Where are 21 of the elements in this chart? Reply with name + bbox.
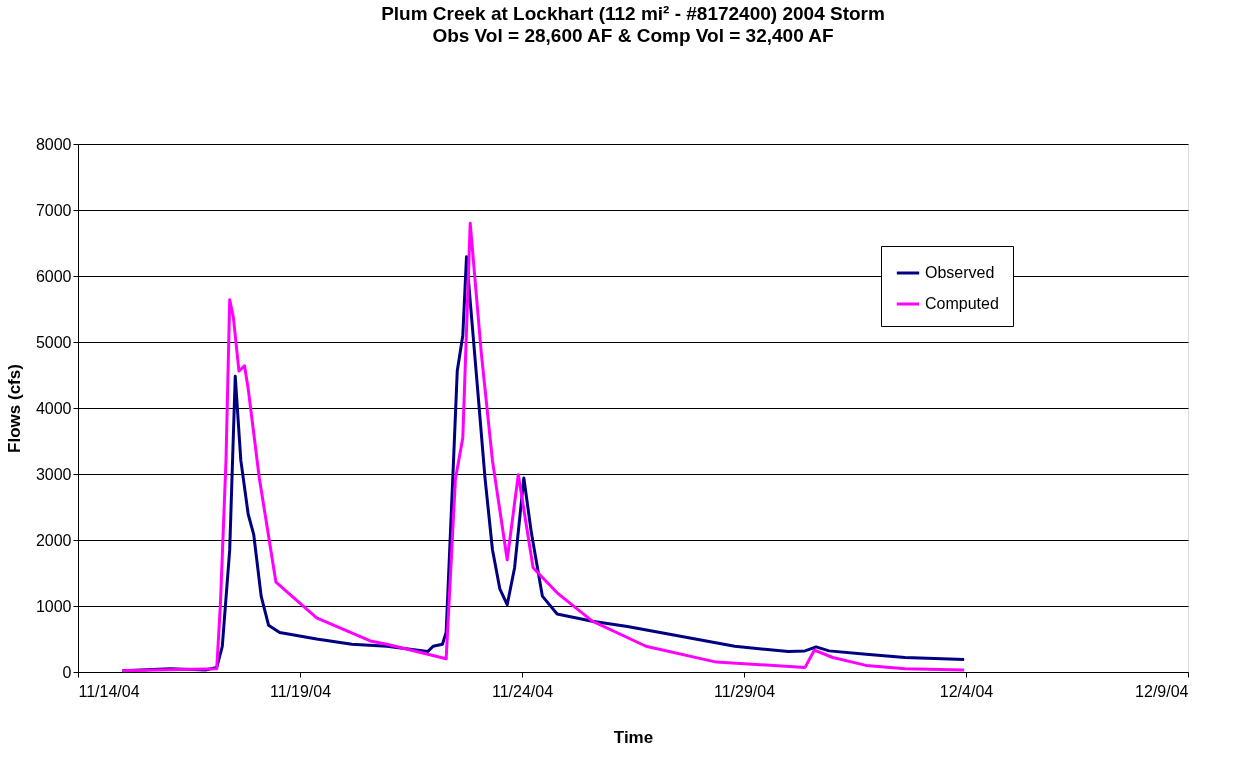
- y-tick-label: 2000: [35, 531, 72, 549]
- y-tick-label: 3000: [35, 465, 72, 483]
- x-tick-label: 11/29/04: [713, 682, 776, 700]
- x-tick-label: 11/14/04: [78, 682, 140, 700]
- y-axis-title: Flows (cfs): [4, 364, 24, 453]
- x-axis-title: Time: [613, 727, 654, 747]
- y-tick-label: 5000: [35, 333, 72, 351]
- chart-subtitle: Obs Vol = 28,600 AF & Comp Vol = 32,400 AF: [432, 25, 834, 46]
- y-tick-label: 1000: [35, 597, 72, 615]
- x-tick-label: 11/24/04: [491, 682, 554, 700]
- y-tick-label: 7000: [35, 201, 72, 219]
- y-tick-label: 6000: [35, 267, 72, 285]
- x-tick-label: 12/9/04: [1135, 682, 1189, 700]
- chart-title: Plum Creek at Lockhart (112 mi² - #8172400) 2004 Storm: [381, 3, 885, 24]
- y-tick-label: 8000: [35, 135, 72, 153]
- x-tick-label: 12/4/04: [939, 682, 994, 700]
- legend-label: Observed: [925, 264, 995, 281]
- x-tick-label: 11/19/04: [269, 682, 332, 700]
- legend-label: Computed: [925, 295, 999, 312]
- y-tick-label: 4000: [35, 399, 72, 417]
- y-tick-label: 0: [62, 663, 72, 681]
